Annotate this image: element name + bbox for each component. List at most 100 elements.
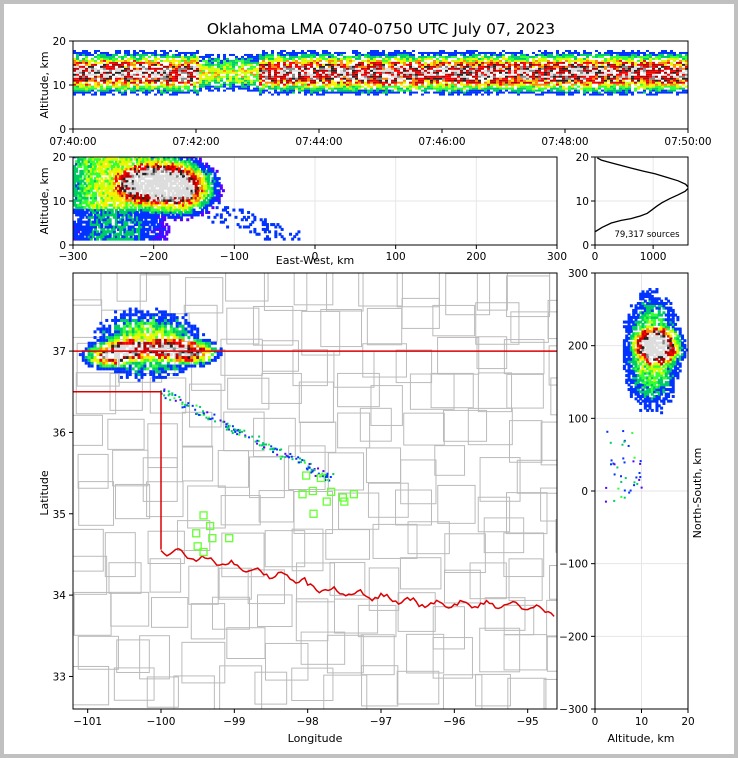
density-cell — [73, 87, 76, 90]
density-cell — [310, 53, 313, 56]
density-cell — [166, 71, 169, 74]
density-cell — [487, 85, 490, 88]
density-cell — [73, 50, 76, 52]
density-cell — [109, 81, 112, 84]
density-cell — [493, 63, 496, 66]
density-cell — [112, 93, 115, 96]
density-cell — [89, 203, 93, 207]
density-cell — [292, 50, 295, 52]
density-cell — [535, 53, 538, 56]
density-cell — [100, 93, 103, 96]
density-cell — [673, 59, 676, 62]
density-cell — [256, 75, 259, 78]
density-cell — [331, 91, 334, 94]
density-cell — [133, 218, 137, 222]
density-cell — [100, 194, 104, 198]
density-cell — [253, 57, 256, 60]
density-cell — [556, 55, 559, 58]
density-cell — [133, 63, 136, 66]
density-cell — [163, 174, 167, 178]
density-cell — [82, 50, 85, 52]
density-cell — [93, 196, 97, 200]
density-cell — [298, 57, 301, 60]
density-cell — [271, 59, 274, 62]
density-cell — [184, 91, 187, 94]
density-cell — [121, 223, 125, 227]
density-cell — [631, 59, 634, 62]
density-cell — [385, 85, 388, 88]
density-cell — [649, 79, 652, 82]
density-cell — [277, 51, 280, 54]
density-cell — [150, 160, 154, 164]
density-cell — [538, 79, 541, 82]
density-cell — [298, 69, 301, 72]
density-cell — [379, 79, 382, 82]
density-cell — [277, 93, 280, 96]
density-cell — [79, 189, 83, 193]
density-cell — [262, 67, 265, 70]
density-cell — [76, 83, 79, 86]
density-cell — [133, 79, 136, 82]
density-cell — [172, 61, 175, 64]
density-cell — [100, 57, 103, 60]
density-cell — [346, 83, 349, 86]
density-cell — [319, 89, 322, 92]
density-cell — [646, 75, 649, 78]
density-cell — [247, 69, 250, 72]
density-cell — [226, 79, 229, 82]
density-cell — [355, 63, 358, 66]
density-cell — [121, 227, 125, 231]
density-cell — [253, 69, 256, 72]
density-cell — [166, 77, 169, 80]
density-cell — [451, 75, 454, 78]
density-cell — [403, 91, 406, 94]
density-cell — [223, 53, 226, 56]
density-cell — [98, 225, 102, 229]
density-cell — [87, 218, 91, 222]
density-cell — [76, 61, 79, 64]
density-cell — [649, 73, 652, 76]
density-cell — [104, 213, 108, 217]
density-cell — [75, 191, 79, 195]
density-cell — [547, 59, 550, 62]
density-cell — [73, 223, 76, 227]
density-cell — [496, 89, 499, 92]
density-cell — [229, 79, 232, 82]
density-cell — [388, 91, 391, 94]
density-cell — [487, 61, 490, 64]
density-cell — [409, 69, 412, 72]
density-cell — [136, 67, 139, 70]
density-cell — [88, 63, 91, 66]
density-cell — [127, 232, 131, 236]
density-cell — [502, 83, 505, 86]
density-cell — [607, 59, 610, 62]
density-cell — [520, 57, 523, 60]
density-cell — [135, 160, 139, 164]
density-cell — [148, 237, 152, 241]
density-cell — [550, 67, 553, 70]
density-cell — [379, 89, 382, 92]
density-cell — [331, 53, 334, 56]
density-cell — [104, 225, 108, 229]
density-cell — [469, 69, 472, 72]
density-cell — [556, 50, 559, 52]
density-cell — [385, 71, 388, 74]
density-cell — [232, 83, 235, 86]
density-cell — [127, 83, 130, 86]
density-cell — [217, 85, 220, 88]
density-cell — [619, 73, 622, 76]
density-cell — [523, 77, 526, 80]
density-cell — [79, 203, 83, 207]
density-cell — [466, 89, 469, 92]
density-cell — [265, 83, 268, 86]
density-cell — [493, 59, 496, 62]
density-cell — [658, 81, 661, 84]
density-cell — [232, 69, 235, 72]
density-cell — [466, 93, 469, 96]
density-cell — [214, 79, 217, 82]
density-cell — [280, 57, 283, 60]
density-cell — [158, 189, 162, 193]
density-cell — [160, 83, 163, 86]
density-cell — [151, 79, 154, 82]
density-cell — [93, 162, 97, 166]
